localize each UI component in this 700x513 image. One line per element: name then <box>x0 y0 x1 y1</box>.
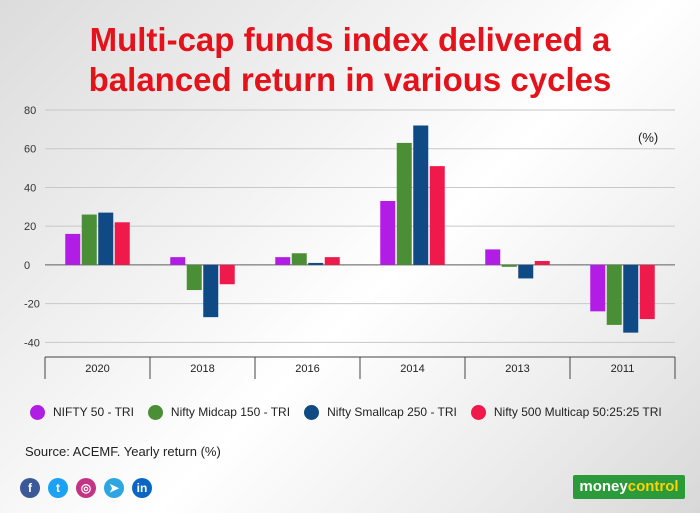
x-tick-label: 2011 <box>611 363 635 375</box>
bar <box>98 212 114 265</box>
social-icons: f t ◎ ➤ in <box>20 478 160 498</box>
bar <box>81 214 97 265</box>
brand-text-money: money <box>579 478 628 495</box>
legend-item: Nifty 500 Multicap 50:25:25 TRI <box>470 404 662 420</box>
bar <box>485 249 501 265</box>
bar <box>114 222 130 265</box>
bar <box>590 264 606 312</box>
bar <box>606 264 622 325</box>
legend-swatch <box>470 404 486 420</box>
y-tick-label: 80 <box>24 105 36 117</box>
legend-item: Nifty Midcap 150 - TRI <box>147 404 291 420</box>
legend-label: Nifty Midcap 150 - TRI <box>170 405 291 419</box>
bar <box>203 264 219 318</box>
bar <box>413 125 429 265</box>
bar <box>518 264 534 279</box>
bar <box>65 233 81 265</box>
y-tick-label: 40 <box>24 182 36 194</box>
facebook-icon[interactable]: f <box>20 478 40 498</box>
instagram-icon[interactable]: ◎ <box>76 478 96 498</box>
chart-legend: NIFTY 50 - TRI Nifty Midcap 150 - TRI Nift… <box>30 402 676 422</box>
bar <box>396 142 412 265</box>
bar <box>501 264 517 267</box>
source-note: Source: ACEMF. Yearly return (%) <box>25 444 221 459</box>
x-tick-label: 2020 <box>85 363 109 375</box>
bar-chart: 80 60 40 20 0 -20 -40 (%) 2020 2018 2016 2014 2013 20… <box>24 105 676 379</box>
legend-swatch <box>147 404 163 420</box>
brand-text-control: control <box>627 478 679 495</box>
bar <box>186 264 202 291</box>
legend-label: Nifty Smallcap 250 - TRI <box>327 405 457 419</box>
bar <box>170 257 186 265</box>
twitter-icon[interactable]: t <box>48 478 68 498</box>
bar <box>324 257 340 265</box>
linkedin-icon[interactable]: in <box>132 478 152 498</box>
bar <box>219 264 235 285</box>
telegram-icon[interactable]: ➤ <box>104 478 124 498</box>
x-tick-label: 2018 <box>190 363 214 375</box>
legend-item: NIFTY 50 - TRI <box>30 404 134 420</box>
bar <box>291 253 307 265</box>
bar <box>380 200 396 265</box>
chart-title-line-2: balanced return in various cycles <box>88 61 612 98</box>
y-tick-label: 20 <box>24 221 36 233</box>
y-tick-label: 60 <box>24 144 36 156</box>
legend-swatch <box>30 404 45 420</box>
bar <box>623 264 639 333</box>
bar <box>308 262 324 265</box>
chart-title-line-1: Multi-cap funds index delivered a <box>89 21 611 58</box>
moneycontrol-logo: moneycontrol <box>573 475 685 499</box>
x-tick-label: 2014 <box>400 363 424 375</box>
y-tick-label: -40 <box>24 337 40 349</box>
bar <box>429 166 445 265</box>
y-tick-label: 0 <box>24 260 30 272</box>
legend-item: Nifty Smallcap 250 - TRI <box>304 404 457 420</box>
y-tick-label: -20 <box>24 299 40 311</box>
x-tick-label: 2013 <box>505 363 529 375</box>
bar <box>534 261 550 265</box>
legend-label: Nifty 500 Multicap 50:25:25 TRI <box>493 405 662 419</box>
legend-swatch <box>304 404 320 420</box>
legend-label: NIFTY 50 - TRI <box>53 405 134 419</box>
unit-label: (%) <box>638 130 658 145</box>
x-tick-label: 2016 <box>295 363 319 375</box>
bar <box>639 264 655 320</box>
bar <box>275 257 291 265</box>
